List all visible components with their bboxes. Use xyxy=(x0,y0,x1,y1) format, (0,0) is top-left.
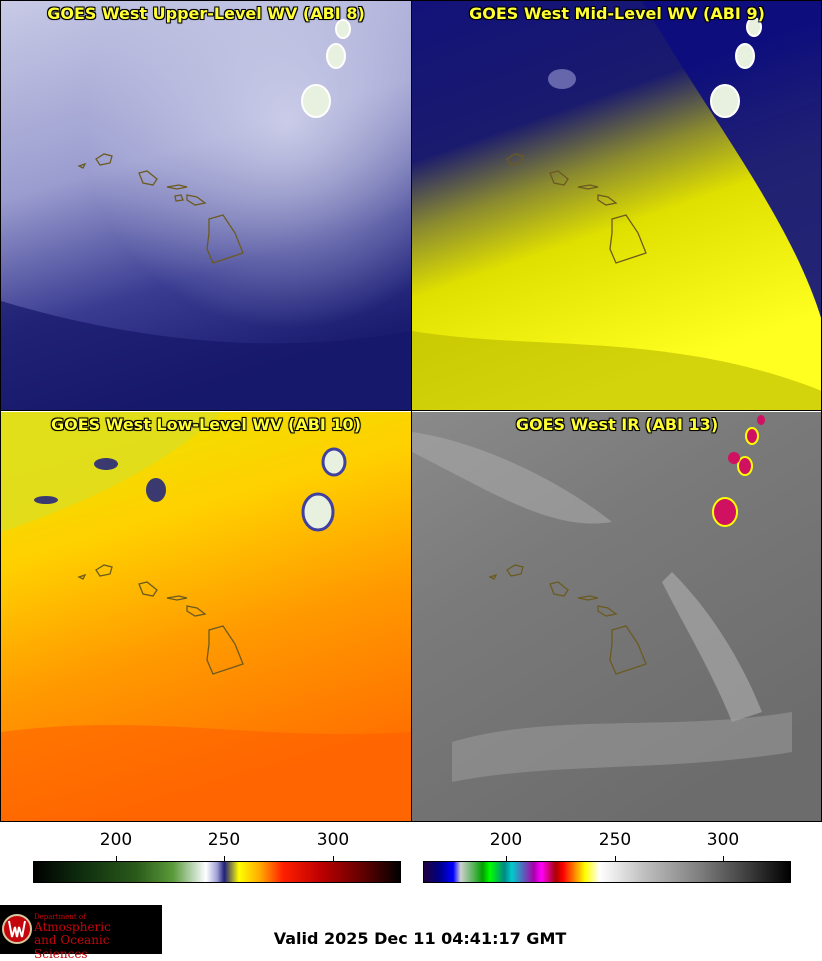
vertical-divider xyxy=(411,0,412,822)
low-level-wv-panel: GOES West Low-Level WV (ABI 10) xyxy=(1,412,411,821)
upper-level-wv-panel: GOES West Upper-Level WV (ABI 8) xyxy=(1,1,411,410)
right-colorbar-tick xyxy=(615,856,616,862)
panel-title: GOES West IR (ABI 13) xyxy=(515,415,719,434)
infrared-panel: GOES West IR (ABI 13) xyxy=(412,412,822,821)
uw-crest-icon xyxy=(2,914,32,944)
right-colorbar-tick-label: 250 xyxy=(598,830,632,850)
right-colorbar-tick xyxy=(723,856,724,862)
infrared-image xyxy=(412,412,822,821)
mid-level-wv-panel: GOES West Mid-Level WV (ABI 9) xyxy=(412,1,822,410)
left-colorbar-tick-label: 250 xyxy=(207,830,241,850)
left-colorbar-tick-label: 300 xyxy=(316,830,350,850)
low-level-wv-image xyxy=(1,412,411,821)
upper-level-wv-image xyxy=(1,1,411,410)
panel-title: GOES West Upper-Level WV (ABI 8) xyxy=(47,4,365,23)
panel-title: GOES West Mid-Level WV (ABI 9) xyxy=(469,4,765,23)
right-colorbar-tick-label: 200 xyxy=(489,830,523,850)
infrared-colorbar xyxy=(423,861,791,883)
panel-title: GOES West Low-Level WV (ABI 10) xyxy=(50,415,361,434)
right-colorbar-tick xyxy=(506,856,507,862)
left-colorbar-tick xyxy=(333,856,334,862)
mid-level-wv-image xyxy=(412,1,822,410)
horizontal-divider xyxy=(0,410,822,411)
left-colorbar-tick xyxy=(116,856,117,862)
water-vapor-colorbar xyxy=(33,861,401,883)
right-colorbar-tick-label: 300 xyxy=(706,830,740,850)
logo-line-3: and Oceanic Sciences xyxy=(34,933,110,961)
left-colorbar-tick xyxy=(224,856,225,862)
left-colorbar-tick-label: 200 xyxy=(99,830,133,850)
logo-line-2: Atmospheric xyxy=(34,920,111,934)
aos-logo: Department of Atmospheric and Oceanic Sc… xyxy=(0,905,162,961)
logo-line-1: Department of xyxy=(34,913,86,921)
valid-time: Valid 2025 Dec 11 04:41:17 GMT xyxy=(273,929,567,948)
